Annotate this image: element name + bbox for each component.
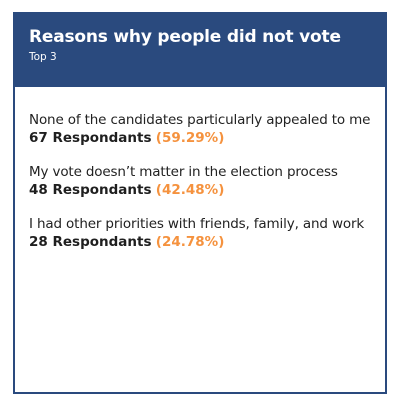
reason-item: None of the candidates particularly appe… xyxy=(29,111,385,147)
reason-text: My vote doesn’t matter in the election p… xyxy=(29,164,338,180)
reason-item: My vote doesn’t matter in the election p… xyxy=(29,163,385,199)
respondent-percent: (24.78%) xyxy=(155,234,225,250)
card-title: Reasons why people did not vote xyxy=(29,27,341,47)
respondent-percent: (42.48%) xyxy=(155,182,225,198)
reason-stat: 48 Respondants (42.48%) xyxy=(29,181,385,199)
reason-text: None of the candidates particularly appe… xyxy=(29,112,371,128)
respondent-count: 67 Respondants xyxy=(29,130,152,146)
reason-text: I had other priorities with friends, fam… xyxy=(29,216,365,232)
reason-stat: 67 Respondants (59.29%) xyxy=(29,129,385,147)
card-subtitle: Top 3 xyxy=(29,51,57,63)
reason-item: I had other priorities with friends, fam… xyxy=(29,215,385,251)
reasons-list: None of the candidates particularly appe… xyxy=(15,87,385,251)
reason-stat: 28 Respondants (24.78%) xyxy=(29,233,385,251)
respondent-count: 48 Respondants xyxy=(29,182,152,198)
respondent-count: 28 Respondants xyxy=(29,234,152,250)
card-header: Reasons why people did not vote Top 3 xyxy=(15,14,385,87)
respondent-percent: (59.29%) xyxy=(155,130,225,146)
reasons-card: Reasons why people did not vote Top 3 No… xyxy=(13,12,387,394)
